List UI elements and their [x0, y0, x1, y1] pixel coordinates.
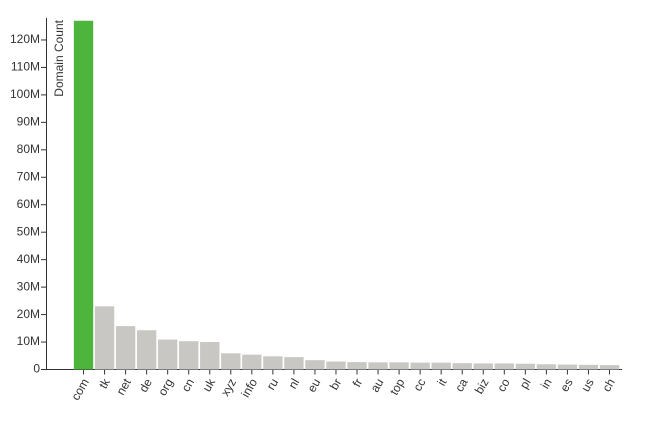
- bar: [452, 363, 472, 370]
- x-tick-label: fr: [350, 376, 366, 389]
- x-tick-label: ca: [452, 376, 471, 394]
- bar: [515, 363, 536, 370]
- bar: [221, 353, 241, 370]
- x-tick-label: us: [578, 376, 596, 394]
- y-tick-label: 120M: [10, 32, 40, 46]
- bar: [263, 356, 283, 370]
- x-tick-label: top: [387, 376, 408, 398]
- y-tick-label: 110M: [11, 60, 40, 74]
- bar: [410, 362, 430, 370]
- y-tick-label: 90M: [17, 115, 40, 129]
- bar: [200, 342, 220, 370]
- y-tick-label: 10M: [17, 334, 40, 348]
- y-tick-label: 20M: [17, 307, 40, 321]
- x-tick-label: org: [155, 376, 176, 398]
- x-tick-label: au: [368, 376, 387, 395]
- y-axis-label: Domain Count: [52, 19, 66, 96]
- y-tick-label: 70M: [17, 169, 40, 183]
- y-tick-label: 60M: [17, 197, 40, 211]
- x-tick-label: it: [434, 376, 449, 389]
- bar: [94, 306, 115, 370]
- x-tick-label: ch: [599, 376, 617, 394]
- bar: [578, 364, 599, 370]
- bar: [536, 364, 557, 370]
- bar: [494, 363, 514, 370]
- x-tick-label: br: [327, 376, 344, 392]
- bar: [599, 365, 620, 370]
- x-tick-label: com: [68, 376, 91, 403]
- bar: [115, 326, 136, 370]
- bar: [473, 363, 493, 370]
- bar: [305, 360, 325, 370]
- x-tick-label: net: [113, 376, 134, 398]
- x-tick-label: cc: [410, 376, 428, 393]
- x-tick-label: pl: [517, 376, 534, 391]
- x-tick-label: es: [557, 376, 575, 394]
- y-tick-label: 0: [33, 362, 40, 376]
- y-tick-label: 100M: [10, 87, 40, 101]
- bar: [73, 20, 94, 370]
- bar: [157, 339, 178, 370]
- bar: [368, 362, 388, 370]
- x-tick-label: in: [538, 376, 555, 391]
- x-tick-label: info: [238, 376, 260, 400]
- bar: [389, 362, 409, 370]
- x-tick-label: de: [136, 376, 155, 395]
- y-tick-label: 50M: [17, 224, 40, 238]
- x-tick-label: nl: [285, 376, 302, 391]
- y-tick-label: 30M: [17, 279, 40, 293]
- x-tick-label: xyz: [218, 376, 239, 399]
- bar: [136, 330, 157, 370]
- y-tick-label: 40M: [17, 252, 40, 266]
- y-tick-label: 80M: [17, 142, 40, 156]
- bar: [179, 341, 199, 370]
- x-tick-label: cn: [179, 376, 197, 394]
- x-tick-label: co: [494, 376, 513, 394]
- x-tick-label: ru: [264, 376, 281, 392]
- x-tick-label: eu: [304, 376, 323, 395]
- bar: [347, 362, 367, 370]
- bar: [242, 354, 262, 370]
- x-tick-label: biz: [472, 376, 492, 396]
- bar: [284, 357, 304, 370]
- bar: [431, 362, 451, 370]
- bar: [326, 361, 346, 370]
- x-tick-label: uk: [200, 375, 219, 394]
- bar: [557, 364, 578, 370]
- x-tick-label: tk: [96, 375, 113, 391]
